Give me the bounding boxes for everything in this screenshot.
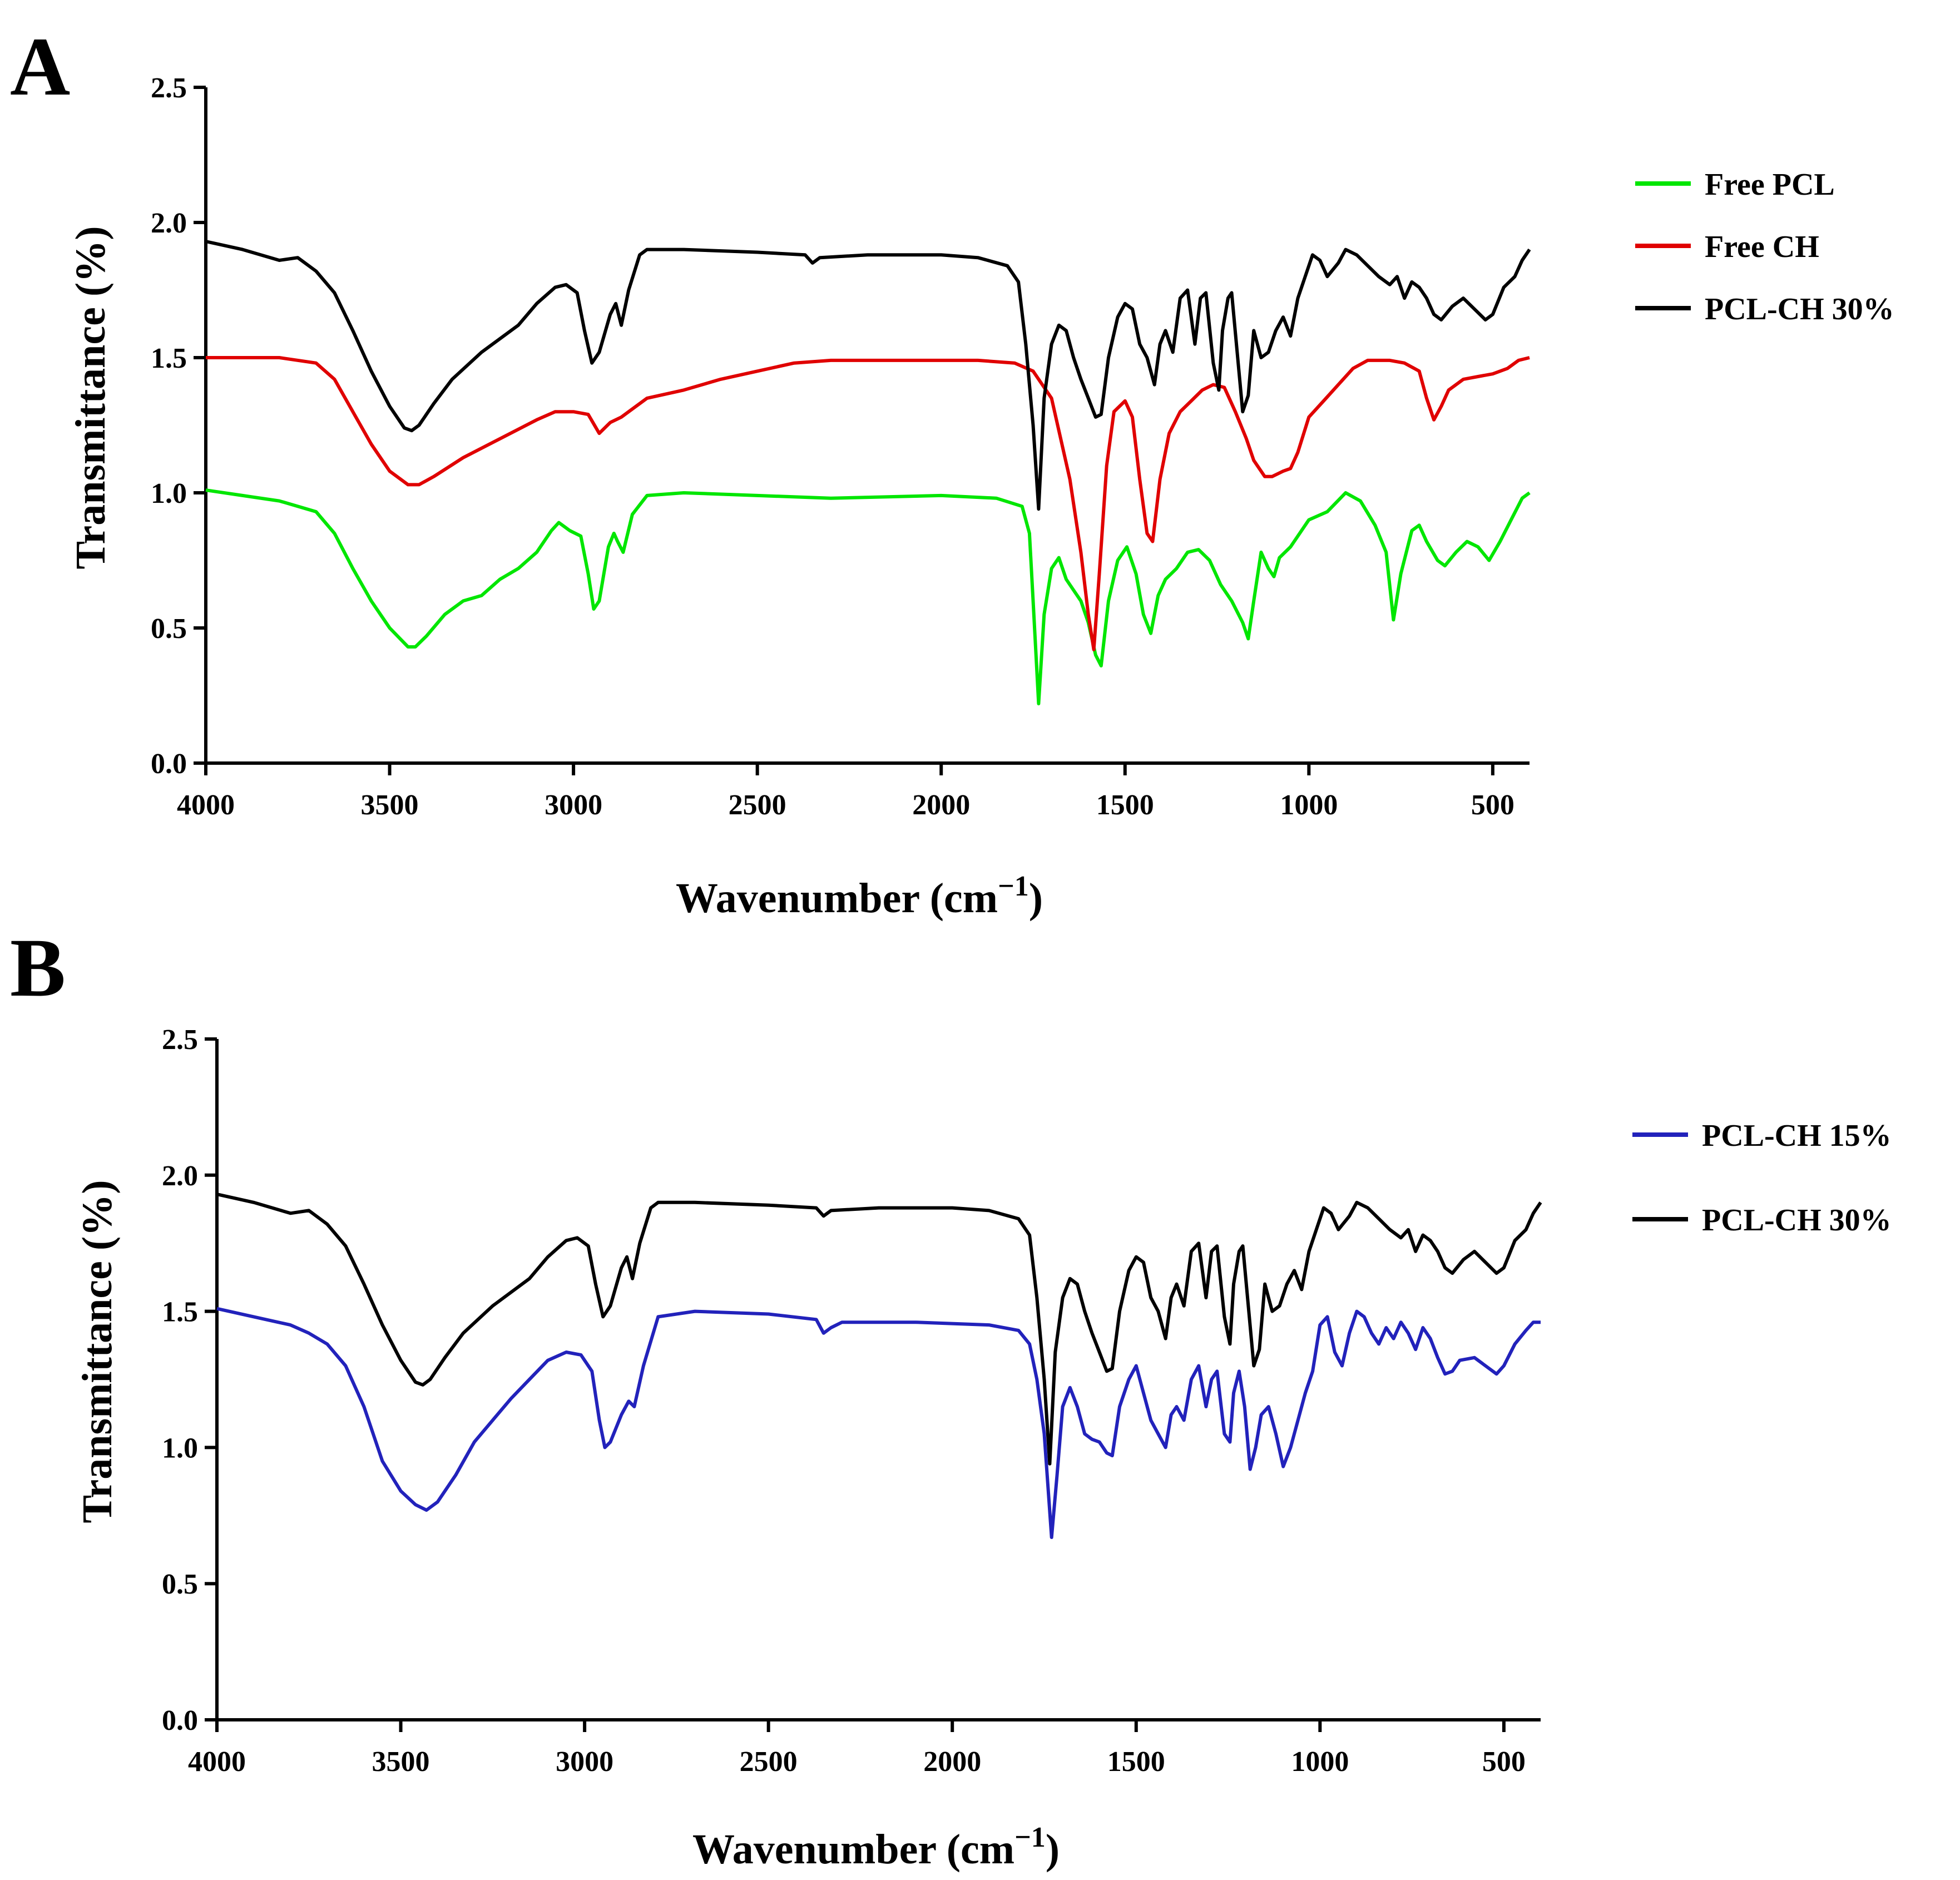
panel-b-y-tick-label: 1.5 bbox=[162, 1297, 198, 1328]
panel-b-letter: B bbox=[10, 922, 66, 1014]
panel-a-y-tick-label: 1.0 bbox=[151, 478, 187, 509]
panel-b-y-tick-label: 0.5 bbox=[162, 1569, 198, 1600]
panel-b-legend-label: PCL-CH 15% bbox=[1702, 1119, 1892, 1153]
panel-b-plot: 0.0 0.5 1.0 1.5 2.0 2.5 4000 3500 3000 2500 2000 15… bbox=[162, 1024, 1542, 1778]
panel-a-legend-label: Free CH bbox=[1705, 230, 1819, 264]
panel-b-y-tick-label: 2.0 bbox=[162, 1160, 198, 1192]
panel-b-y-axis-title: Transmittance (%) bbox=[74, 1180, 121, 1523]
panel-a-x-axis-title: Wavenumber (cm−1) bbox=[676, 870, 1043, 922]
panel-a-series-free-ch bbox=[206, 356, 1530, 651]
panel-b-series-pcl-ch-30 bbox=[216, 1193, 1542, 1466]
panel-a-x-tick-label: 1500 bbox=[1096, 789, 1154, 821]
panel-b: B 0.0 0.5 1.0 1.5 2.0 2.5 4000 3500 3000 2500 2000… bbox=[10, 922, 1892, 1873]
panel-b-x-tick-label: 3500 bbox=[372, 1746, 430, 1778]
panel-b-x-axis-title: Wavenumber (cm−1) bbox=[692, 1822, 1060, 1873]
panel-b-x-tick-label: 2000 bbox=[923, 1746, 981, 1778]
panel-a-x-tick-label: 4000 bbox=[177, 789, 235, 821]
panel-b-y-tick-label: 2.5 bbox=[162, 1024, 198, 1056]
panel-a-x-tick-label: 500 bbox=[1471, 789, 1514, 821]
panel-a-series-free-pcl bbox=[205, 488, 1531, 706]
panel-b-y-tick-label: 0.0 bbox=[162, 1705, 198, 1736]
panel-a-y-tick-label: 2.0 bbox=[151, 207, 187, 239]
panel-a-x-tick-label: 2500 bbox=[729, 789, 786, 821]
panel-a-x-tick-label: 3500 bbox=[361, 789, 419, 821]
panel-b-x-tick-label: 4000 bbox=[188, 1746, 246, 1778]
panel-b-x-tick-label: 2500 bbox=[740, 1746, 798, 1778]
panel-b-y-tick-label: 1.0 bbox=[162, 1432, 198, 1464]
panel-b-series-pcl-ch-15 bbox=[216, 1307, 1541, 1539]
panel-a-x-tick-label: 3000 bbox=[545, 789, 602, 821]
panel-a-y-tick-label: 0.5 bbox=[151, 613, 187, 645]
panel-a-plot: 0.0 0.5 1.0 1.5 2.0 2.5 4000 3500 3000 2500 2000 15… bbox=[151, 72, 1531, 821]
panel-a: A 0.0 0.5 1.0 1.5 2.0 2.5 4000 3500 3000 2500 2000… bbox=[10, 21, 1894, 922]
panel-b-legend-label: PCL-CH 30% bbox=[1702, 1203, 1892, 1238]
panel-a-y-tick-label: 2.5 bbox=[151, 72, 187, 104]
panel-a-series-pcl-ch-30 bbox=[205, 240, 1531, 511]
panel-b-x-tick-label: 3000 bbox=[556, 1746, 613, 1778]
panel-a-y-tick-label: 1.5 bbox=[151, 343, 187, 374]
panel-b-x-tick-label: 1500 bbox=[1107, 1746, 1165, 1778]
panel-a-x-tick-label: 1000 bbox=[1280, 789, 1338, 821]
panel-a-x-tick-label: 2000 bbox=[912, 789, 970, 821]
panel-a-legend-label: PCL-CH 30% bbox=[1705, 292, 1894, 326]
panel-b-x-tick-label: 1000 bbox=[1291, 1746, 1349, 1778]
panel-b-legend: PCL-CH 15% PCL-CH 30% bbox=[1632, 1119, 1892, 1238]
panel-a-letter: A bbox=[10, 21, 70, 113]
panel-a-legend: Free PCL Free CH PCL-CH 30% bbox=[1635, 167, 1894, 326]
panel-a-y-axis-title: Transmittance (%) bbox=[67, 226, 114, 569]
panel-b-x-tick-label: 500 bbox=[1482, 1746, 1526, 1778]
panel-a-legend-label: Free PCL bbox=[1705, 167, 1835, 202]
panel-a-y-tick-label: 0.0 bbox=[151, 748, 187, 780]
